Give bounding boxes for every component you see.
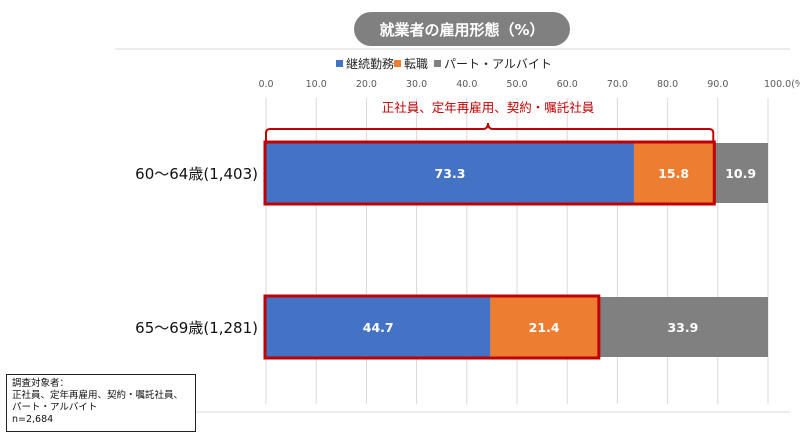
chart-title: 就業者の雇用形態（%） <box>354 12 570 46</box>
legend-label: パート・アルバイト <box>444 57 552 71</box>
x-tick-label: 50.0 <box>506 79 527 90</box>
x-tick-label: 80.0 <box>657 79 678 90</box>
bar-segment <box>713 143 768 203</box>
x-tick-label: 10.0 <box>306 79 327 90</box>
x-tick-label: 0.0 <box>258 79 273 90</box>
annotation-bracket <box>265 122 715 143</box>
legend-swatch <box>434 60 441 67</box>
x-tick-label: 40.0 <box>456 79 477 90</box>
legend-label: 継続勤務 <box>346 56 394 71</box>
x-tick-label: 90.0 <box>707 79 728 90</box>
note-line-1: 調査対象者： <box>12 378 70 389</box>
data-label: 33.9 <box>667 320 698 335</box>
legend-swatch <box>336 60 343 67</box>
legend-swatch <box>394 60 401 67</box>
data-label: 15.8 <box>658 166 689 181</box>
category-label: 65～69歳(1,281) <box>135 319 258 337</box>
highlight-box <box>263 294 601 360</box>
annotation-label: 正社員、定年再雇用、契約・嘱託社員 <box>382 100 595 115</box>
data-label: 10.9 <box>725 166 756 181</box>
x-tick-label: 30.0 <box>406 79 427 90</box>
x-tick-label: 70.0 <box>607 79 628 90</box>
highlight-box <box>263 140 716 206</box>
x-tick-label: 20.0 <box>356 79 377 90</box>
note-line-3: パート・アルバイト <box>12 402 98 413</box>
survey-note: 調査対象者： 正社員、定年再雇用、契約・嘱託社員、 パート・アルバイト n=2,… <box>6 374 196 432</box>
legend-label: 転職 <box>404 57 428 71</box>
data-label: 21.4 <box>529 320 560 335</box>
bar-segment <box>490 297 598 357</box>
x-tick-label: 60.0 <box>557 79 578 90</box>
bar-segment <box>266 143 634 203</box>
bar-segment <box>597 297 768 357</box>
note-line-4: n=2,684 <box>12 414 54 425</box>
data-label: 44.7 <box>363 320 394 335</box>
x-tick-label: 100.0(%) <box>764 79 800 90</box>
bar-segment <box>633 143 714 203</box>
bar-segment <box>266 297 491 357</box>
note-line-2: 正社員、定年再雇用、契約・嘱託社員、 <box>12 390 184 401</box>
category-label: 60～64歳(1,403) <box>135 165 258 183</box>
data-label: 73.3 <box>435 166 466 181</box>
chart-title-text: 就業者の雇用形態（%） <box>379 20 545 39</box>
